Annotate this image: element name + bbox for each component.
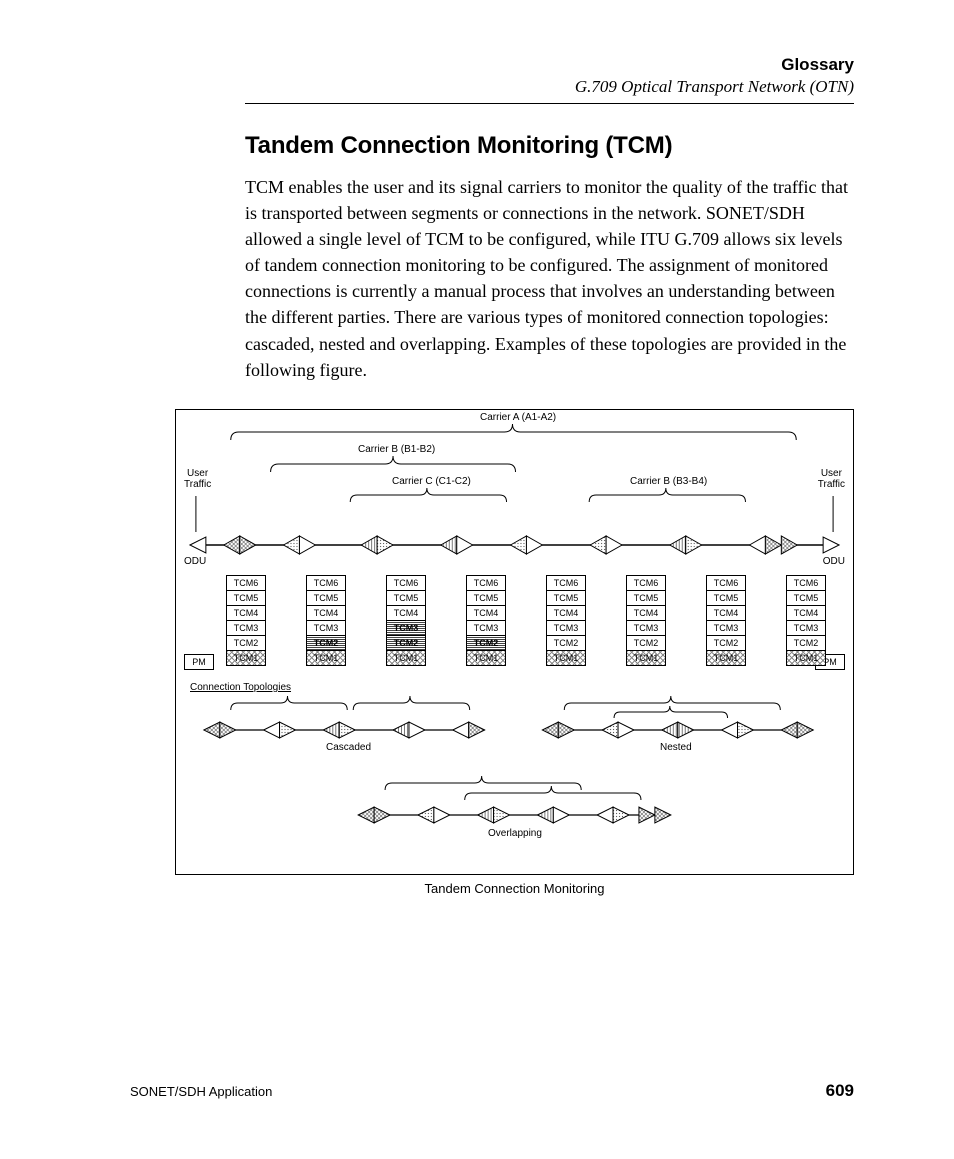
label-user-traffic-l: User Traffic (184, 468, 211, 490)
tcm-cell: TCM5 (386, 590, 426, 606)
tcm-cell: TCM5 (626, 590, 666, 606)
tcm-stack: TCM6TCM5TCM4TCM3TCM2TCM1 (466, 575, 506, 665)
tcm-cell: TCM4 (546, 605, 586, 621)
page-footer: SONET/SDH Application 609 (130, 1081, 854, 1101)
label-carrier-b1: Carrier B (B1-B2) (358, 444, 435, 455)
tcm-cell: TCM5 (466, 590, 506, 606)
pm-left: PM (184, 654, 214, 670)
tcm-cell: TCM3 (466, 620, 506, 636)
tcm-cell: TCM5 (706, 590, 746, 606)
tcm-cell: TCM3 (386, 620, 426, 636)
page: Glossary G.709 Optical Transport Network… (0, 0, 954, 1159)
tcm-cell: TCM1 (626, 650, 666, 666)
footer-page-number: 609 (826, 1081, 854, 1101)
label-conn-topologies: Connection Topologies (190, 682, 291, 693)
tcm-cell: TCM4 (386, 605, 426, 621)
tcm-cell: TCM5 (786, 590, 826, 606)
tcm-cell: TCM4 (706, 605, 746, 621)
tcm-cell: TCM6 (626, 575, 666, 591)
tcm-cell: TCM2 (626, 635, 666, 651)
section-body: TCM enables the user and its signal carr… (245, 174, 854, 383)
tcm-cell: TCM6 (706, 575, 746, 591)
tcm-cell: TCM3 (706, 620, 746, 636)
tcm-stack: TCM6TCM5TCM4TCM3TCM2TCM1 (626, 575, 666, 665)
tcm-stack: TCM6TCM5TCM4TCM3TCM2TCM1 (386, 575, 426, 665)
header-title: Glossary (245, 55, 854, 75)
section-title: Tandem Connection Monitoring (TCM) (245, 132, 854, 160)
label-carrier-a: Carrier A (A1-A2) (480, 412, 556, 423)
page-header: Glossary G.709 Optical Transport Network… (130, 55, 854, 97)
tcm-cell: TCM6 (226, 575, 266, 591)
tcm-cell: TCM2 (386, 635, 426, 651)
label-cascaded: Cascaded (326, 742, 371, 753)
tcm-cell: TCM1 (706, 650, 746, 666)
label-odu-r: ODU (823, 556, 845, 567)
tcm-cell: TCM1 (546, 650, 586, 666)
tcm-cell: TCM1 (306, 650, 346, 666)
tcm-stack: TCM6TCM5TCM4TCM3TCM2TCM1 (226, 575, 266, 665)
tcm-cell: TCM4 (626, 605, 666, 621)
footer-left: SONET/SDH Application (130, 1084, 272, 1099)
figure-caption: Tandem Connection Monitoring (175, 881, 854, 896)
tcm-cell: TCM1 (786, 650, 826, 666)
tcm-cell: TCM3 (226, 620, 266, 636)
label-odu-l: ODU (184, 556, 206, 567)
tcm-cell: TCM2 (546, 635, 586, 651)
tcm-cell: TCM1 (466, 650, 506, 666)
tcm-stack: TCM6TCM5TCM4TCM3TCM2TCM1 (706, 575, 746, 665)
figure-wrap: Carrier A (A1-A2) Carrier B (B1-B2) Carr… (175, 409, 854, 896)
tcm-cell: TCM4 (226, 605, 266, 621)
tcm-cell: TCM5 (546, 590, 586, 606)
tcm-cell: TCM6 (466, 575, 506, 591)
tcm-stack: TCM6TCM5TCM4TCM3TCM2TCM1 (306, 575, 346, 665)
tcm-cell: TCM6 (546, 575, 586, 591)
label-user-traffic-r: User Traffic (818, 468, 845, 490)
tcm-cell: TCM2 (306, 635, 346, 651)
label-carrier-b2: Carrier B (B3-B4) (630, 476, 707, 487)
tcm-cell: TCM3 (306, 620, 346, 636)
tcm-cell: TCM6 (386, 575, 426, 591)
tcm-cell: TCM6 (306, 575, 346, 591)
tcm-cell: TCM3 (626, 620, 666, 636)
tcm-figure: Carrier A (A1-A2) Carrier B (B1-B2) Carr… (175, 409, 854, 875)
tcm-cell: TCM2 (466, 635, 506, 651)
label-nested: Nested (660, 742, 692, 753)
label-overlapping: Overlapping (488, 828, 542, 839)
tcm-cell: TCM2 (706, 635, 746, 651)
tcm-cell: TCM2 (786, 635, 826, 651)
tcm-cell: TCM4 (786, 605, 826, 621)
tcm-cell: TCM3 (546, 620, 586, 636)
tcm-cell: TCM4 (466, 605, 506, 621)
tcm-cell: TCM5 (306, 590, 346, 606)
label-carrier-c: Carrier C (C1-C2) (392, 476, 471, 487)
tcm-cell: TCM3 (786, 620, 826, 636)
tcm-cell: TCM1 (386, 650, 426, 666)
header-subtitle: G.709 Optical Transport Network (OTN) (245, 77, 854, 97)
header-rule (245, 103, 854, 104)
tcm-cell: TCM6 (786, 575, 826, 591)
tcm-cell: TCM2 (226, 635, 266, 651)
tcm-stack: TCM6TCM5TCM4TCM3TCM2TCM1 (786, 575, 826, 665)
tcm-cell: TCM4 (306, 605, 346, 621)
figure-svg (176, 410, 853, 874)
tcm-cell: TCM1 (226, 650, 266, 666)
tcm-stack: TCM6TCM5TCM4TCM3TCM2TCM1 (546, 575, 586, 665)
tcm-cell: TCM5 (226, 590, 266, 606)
